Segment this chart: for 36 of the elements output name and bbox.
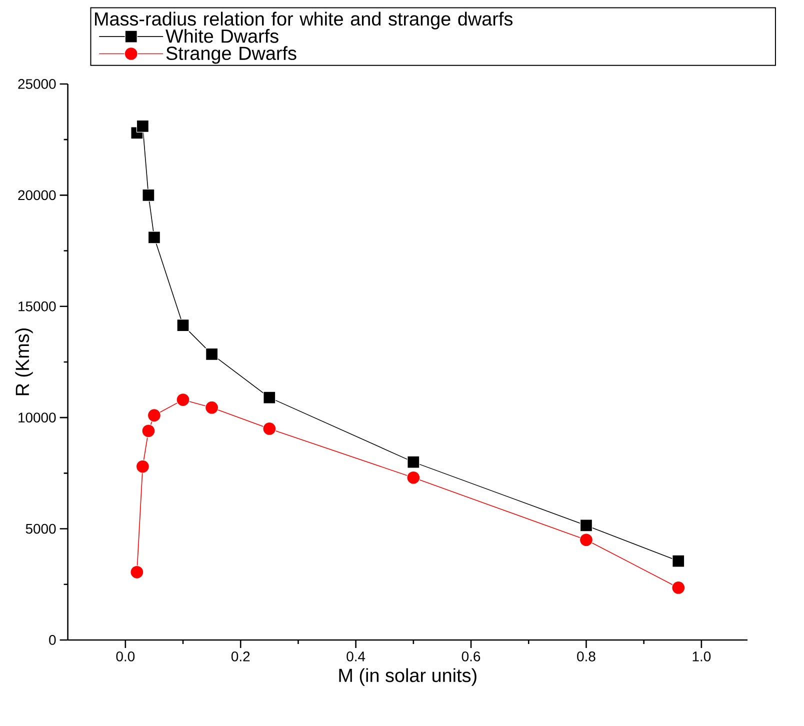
y-tick-label: 15000 [18,301,56,312]
y-axis-title: R (Kms) [15,328,33,396]
point [176,319,190,332]
point [580,519,593,532]
point [136,120,149,133]
y-tick-label: 20000 [18,190,56,200]
legend-label: Strange Dwarfs [166,46,296,64]
point [672,580,686,594]
x-tick-label: 0.0 [116,651,135,662]
point [406,470,420,484]
x-tick-label: 0.8 [577,651,596,662]
point [579,533,593,547]
point [130,565,144,579]
x-tick-label: 1.0 [692,651,711,662]
point [407,456,420,468]
x-tick-label: 0.6 [462,651,480,662]
y-tick-label: 5000 [26,524,56,534]
x-axis-title: M (in solar units) [339,668,476,686]
point [206,348,218,360]
point [263,391,276,404]
x-tick-label: 0.4 [346,651,366,662]
point [176,393,190,407]
point [148,231,160,244]
point [136,460,150,474]
legend-label: White Dwarfs [166,28,278,43]
point [672,554,685,568]
point [147,408,161,422]
legend-title: Mass-radius relation for white and strange dwarfs [95,12,513,30]
y-tick-label: 0 [49,635,56,645]
y-tick-label: 10000 [18,412,56,423]
point [262,422,276,436]
x-tick-label: 0.2 [231,651,250,662]
point [205,400,219,414]
point [142,424,156,438]
y-tick-label: 25000 [18,79,56,89]
point [142,188,155,202]
